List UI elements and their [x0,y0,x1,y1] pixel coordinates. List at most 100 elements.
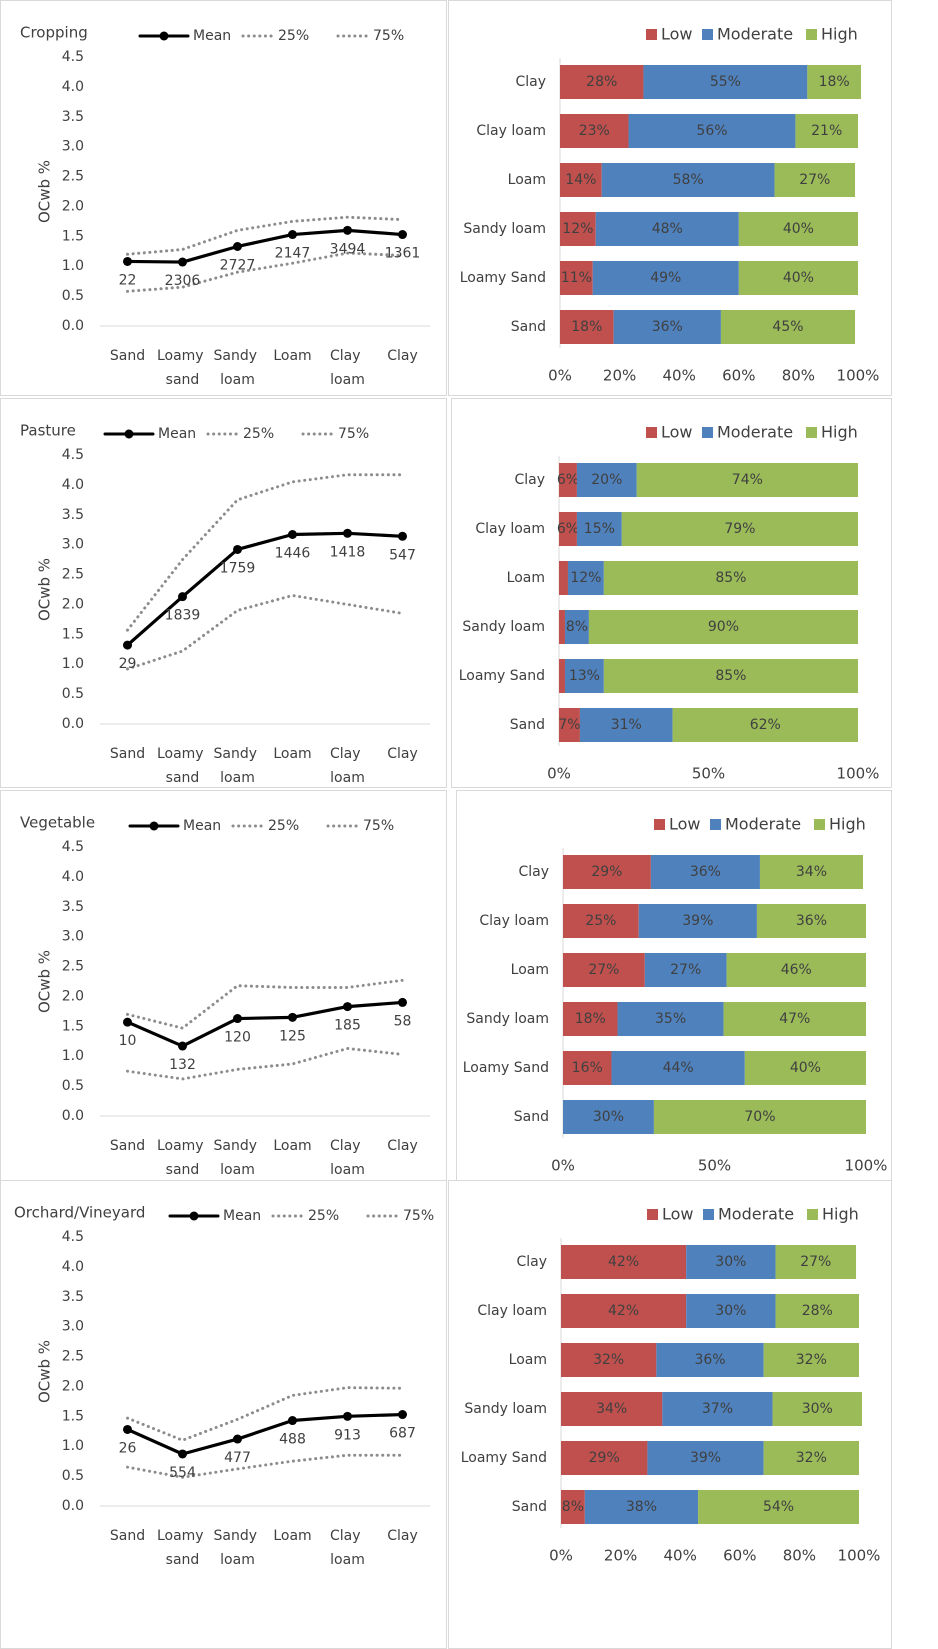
value-label: 40% [790,1060,821,1076]
y-tick-label: 3.0 [62,1319,84,1335]
bar-segment [723,1002,866,1036]
count-label: 132 [169,1057,196,1073]
bar-segment [561,1343,657,1377]
y-tick-label: Clay [516,1254,547,1270]
series-marker [123,1424,132,1434]
count-label: 2306 [165,273,201,289]
bar-segment [564,610,589,644]
value-label: 79% [724,521,755,537]
y-tick-label: 0.5 [62,686,84,702]
y-tick-label: Clay [518,864,549,880]
panel [448,0,892,396]
y-tick-label: Loamy Sand [460,270,546,286]
y-tick-label: 1.0 [62,656,84,672]
legend-swatch [647,1209,658,1220]
count-label: 3494 [330,241,366,257]
panel [0,398,447,788]
bar-segment [636,463,858,497]
series-marker [288,530,297,540]
y-tick-label: Sand [512,1499,547,1515]
series-marker [288,230,297,240]
value-label: 85% [715,570,746,586]
bar-segment [563,904,639,938]
y-tick-label: 3.5 [62,1289,84,1305]
bar-segment [560,212,596,246]
series-line [125,1000,405,1048]
y-tick-label: Clay loam [475,521,545,537]
x-tick-label: Clay [387,1138,418,1154]
x-tick-label: Clay [387,1528,418,1544]
y-tick-label: Clay [514,472,545,488]
value-label: 70% [744,1109,775,1125]
legend-label: 75% [363,818,394,834]
value-label: 27% [800,1254,831,1270]
value-label: 16% [572,1060,603,1076]
bar-segment [621,512,858,546]
x-tick-label: Loam [273,1138,311,1154]
bar-segment [560,261,593,295]
value-label: 6% [557,521,579,537]
value-label: 18% [571,319,602,335]
bar-segment [576,463,637,497]
x-tick-label: 0% [551,1157,575,1175]
series-marker [398,997,407,1007]
value-label: 12% [562,221,593,237]
value-label: 30% [802,1401,833,1417]
count-label: 1759 [220,560,256,576]
series-marker [398,1410,407,1420]
value-label: 30% [593,1109,624,1125]
y-tick-label: 2.5 [62,567,84,583]
y-tick-label: 3.0 [62,537,84,553]
x-tick-label: 100% [845,1157,888,1175]
legend-label: Moderate [725,815,801,834]
x-tick-label: Sandy loam [214,1528,262,1568]
bar-segment [559,610,565,644]
bar-segment [563,1100,654,1134]
count-label: 22 [119,272,137,288]
bar-segment [756,904,866,938]
count-label: 1839 [165,608,201,624]
legend-marker [124,429,134,439]
count-label: 58 [394,1013,412,1029]
legend-swatch [654,819,665,830]
y-tick-label: 2.0 [62,596,84,612]
x-tick-label: 40% [663,367,696,385]
y-tick-label: Loam [509,1352,547,1368]
series-line [126,251,404,293]
y-tick-label: Loamy Sand [463,1060,549,1076]
bar-segment [563,953,645,987]
count-label: 185 [334,1018,361,1034]
value-label: 62% [750,717,781,733]
bar-segment [720,310,856,344]
legend-label: Moderate [718,1205,794,1224]
bar-segment [603,561,858,595]
value-label: 90% [708,619,739,635]
chart-title: Cropping [20,24,88,42]
x-tick-label: Sandy loam [214,746,262,786]
y-tick-label: 2.0 [62,988,84,1004]
x-tick-label: 80% [783,1547,816,1565]
bar-segment [563,855,651,889]
bar-segment [561,1294,687,1328]
y-tick-label: 0.5 [62,1468,84,1484]
y-tick-label: Sandy loam [464,1401,547,1417]
bar-segment [560,65,644,99]
bar-segment [561,1245,687,1279]
y-tick-label: 1.5 [62,626,84,642]
y-tick-label: Loamy Sand [461,1450,547,1466]
value-label: 34% [796,864,827,880]
value-label: 74% [732,472,763,488]
legend-swatch [646,29,657,40]
x-tick-label: Loam [273,348,311,364]
y-tick-label: 2.5 [62,1349,84,1365]
value-label: 56% [696,123,727,139]
bar-segment [807,65,861,99]
y-tick-label: 1.5 [62,1018,84,1034]
x-tick-label: Sandy loam [214,348,262,388]
y-tick-label: 2.5 [62,169,84,185]
value-label: 8% [562,1499,584,1515]
legend-swatch [646,427,657,438]
y-tick-label: 3.5 [62,899,84,915]
y-tick-label: 4.5 [62,1229,84,1245]
y-tick-label: 4.0 [62,79,84,95]
